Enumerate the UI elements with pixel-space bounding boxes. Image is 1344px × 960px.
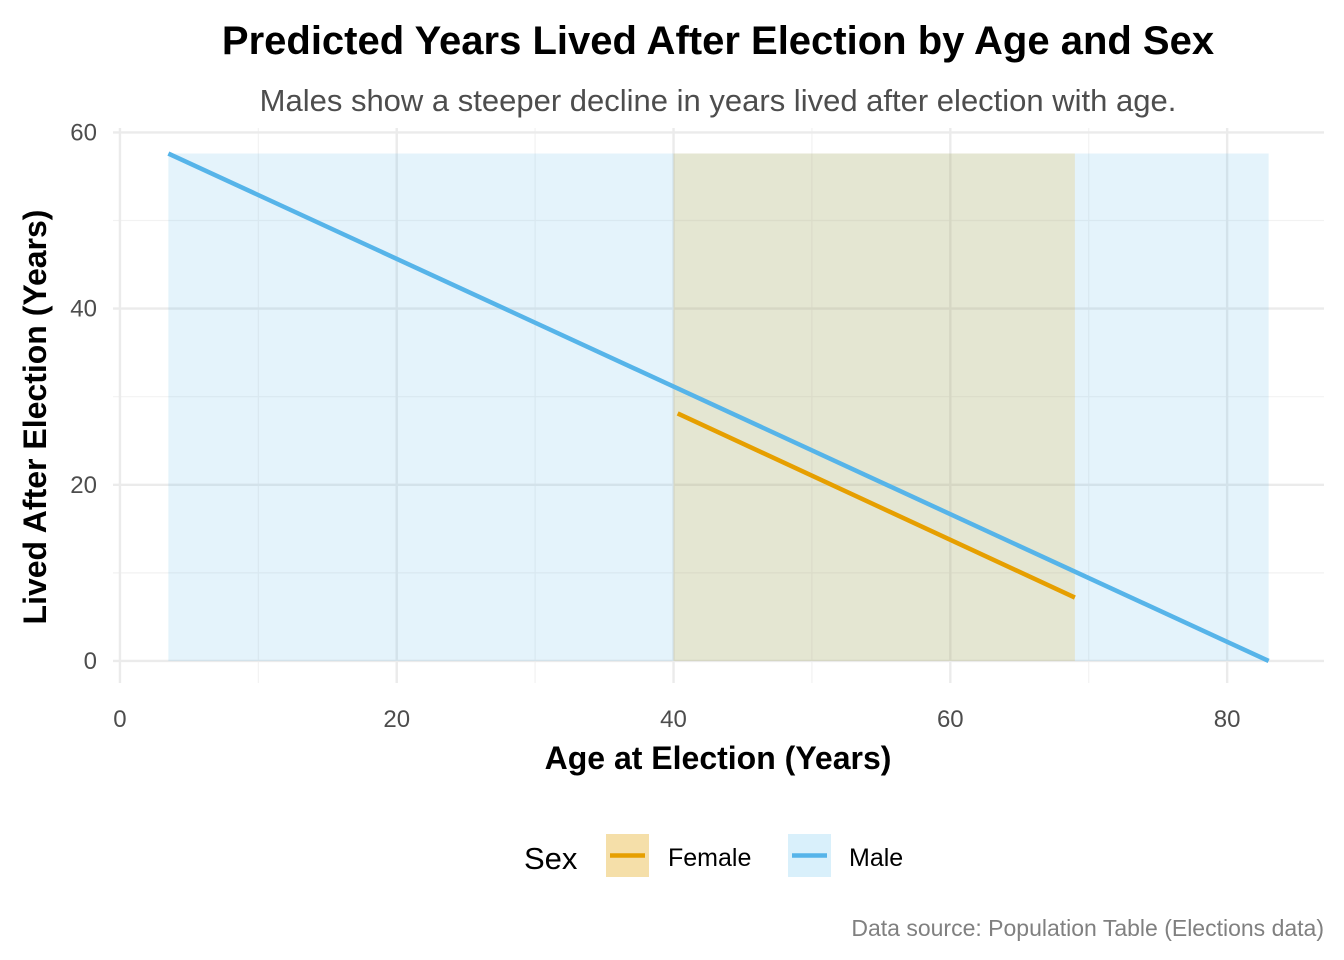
- y-tick-label: 0: [84, 648, 97, 675]
- x-tick-label: 60: [937, 706, 964, 733]
- x-tick-labels: 0 20 40 60 80: [113, 706, 1240, 733]
- series-lines: [167, 151, 1270, 664]
- x-axis-title: Age at Election (Years): [545, 740, 892, 776]
- y-tick-label: 60: [70, 119, 97, 146]
- legend: Sex Female Male: [524, 834, 903, 877]
- caption: Data source: Population Table (Elections…: [851, 915, 1324, 941]
- y-tick-label: 20: [70, 472, 97, 499]
- ribbon-female: [673, 153, 1075, 661]
- chart-subtitle: Males show a steeper decline in years li…: [260, 83, 1177, 118]
- grid: [113, 128, 1324, 683]
- y-axis-title: Lived After Election (Years): [17, 210, 53, 625]
- legend-label-female: Female: [668, 844, 751, 872]
- chart-title: Predicted Years Lived After Election by …: [222, 19, 1214, 63]
- x-tick-label: 20: [383, 706, 410, 733]
- line-male: [167, 151, 1270, 664]
- x-tick-label: 0: [113, 706, 126, 733]
- legend-label-male: Male: [849, 844, 903, 872]
- legend-title: Sex: [524, 841, 578, 876]
- line-female: [676, 411, 1076, 600]
- x-tick-label: 40: [660, 706, 687, 733]
- y-tick-label: 40: [70, 296, 97, 323]
- y-tick-labels: 0 20 40 60: [70, 119, 97, 675]
- x-tick-label: 80: [1214, 706, 1241, 733]
